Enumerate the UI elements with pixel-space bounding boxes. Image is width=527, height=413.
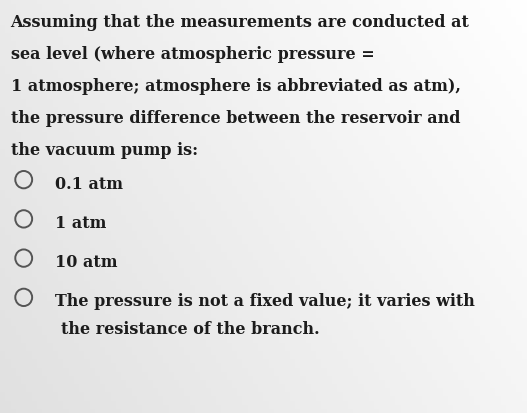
Text: sea level (where atmospheric pressure =: sea level (where atmospheric pressure =	[11, 46, 374, 63]
Text: the vacuum pump is:: the vacuum pump is:	[11, 142, 198, 159]
Text: The pressure is not a fixed value; it varies with: The pressure is not a fixed value; it va…	[55, 293, 475, 310]
Text: the pressure difference between the reservoir and: the pressure difference between the rese…	[11, 110, 460, 127]
Text: 1 atmosphere; atmosphere is abbreviated as atm),: 1 atmosphere; atmosphere is abbreviated …	[11, 78, 461, 95]
Text: 10 atm: 10 atm	[55, 254, 118, 271]
Text: 1 atm: 1 atm	[55, 215, 106, 232]
Text: 0.1 atm: 0.1 atm	[55, 176, 123, 192]
Text: the resistance of the branch.: the resistance of the branch.	[61, 321, 319, 338]
Text: Assuming that the measurements are conducted at: Assuming that the measurements are condu…	[11, 14, 470, 31]
